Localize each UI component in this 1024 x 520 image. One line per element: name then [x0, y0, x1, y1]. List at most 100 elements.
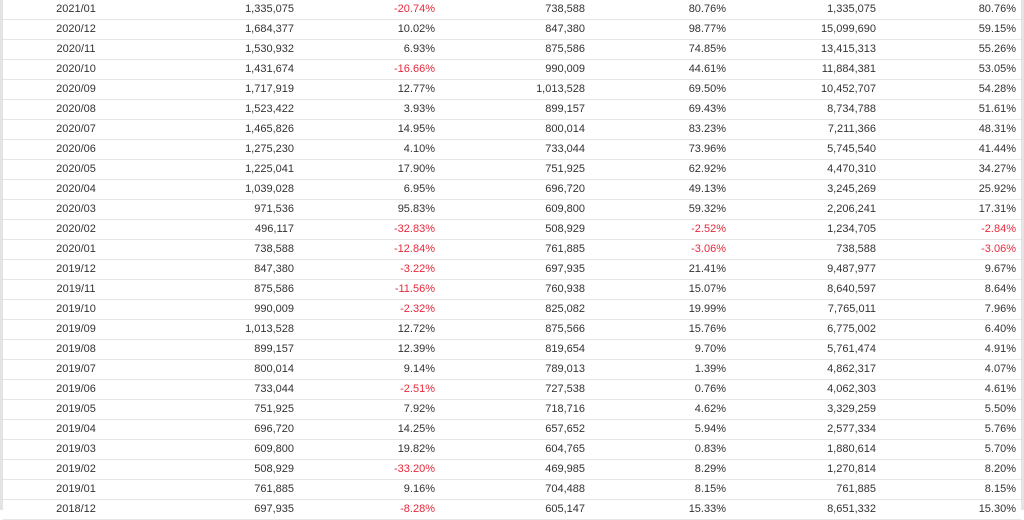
month-cell: 2021/01 [3, 0, 149, 20]
comparison-value-cell: 697,935 [440, 259, 585, 280]
monthly-change-cell: 7.92% [294, 399, 440, 420]
cumulative-value-cell: 3,245,269 [731, 179, 876, 200]
cumulative-value-cell: 5,745,540 [731, 139, 876, 160]
month-cell: 2020/02 [3, 219, 149, 240]
table-row: 2019/11 875,586 -11.56% 760,938 15.07% 8,640,… [3, 279, 1021, 300]
comparison-value-cell: 657,652 [440, 419, 585, 440]
monthly-value-cell: 738,588 [149, 239, 294, 260]
cumulative-change-cell: 4.91% [876, 339, 1021, 360]
table-body: 2021/01 1,335,075 -20.74% 738,588 80.76% 1,33… [3, 0, 1021, 520]
cumulative-value-cell: 4,862,317 [731, 359, 876, 380]
table-row: 2020/08 1,523,422 3.93% 899,157 69.43% 8,734,… [3, 99, 1021, 120]
cumulative-change-cell: 8.64% [876, 279, 1021, 300]
month-cell: 2019/08 [3, 339, 149, 360]
monthly-value-cell: 1,431,674 [149, 59, 294, 80]
comparison-change-cell: 0.76% [585, 379, 731, 400]
month-cell: 2020/04 [3, 179, 149, 200]
comparison-value-cell: 727,538 [440, 379, 585, 400]
month-cell: 2019/04 [3, 419, 149, 440]
monthly-value-cell: 496,117 [149, 219, 294, 240]
cumulative-change-cell: -3.06% [876, 239, 1021, 260]
month-cell: 2019/02 [3, 459, 149, 480]
cumulative-value-cell: 3,329,259 [731, 399, 876, 420]
monthly-change-cell: 95.83% [294, 199, 440, 220]
cumulative-change-cell: 4.07% [876, 359, 1021, 380]
comparison-value-cell: 738,588 [440, 0, 585, 20]
cumulative-change-cell: 54.28% [876, 79, 1021, 100]
table-row: 2019/07 800,014 9.14% 789,013 1.39% 4,862,317… [3, 359, 1021, 380]
table-row: 2021/01 1,335,075 -20.74% 738,588 80.76% 1,33… [3, 0, 1021, 20]
comparison-change-cell: 19.99% [585, 299, 731, 320]
comparison-value-cell: 819,654 [440, 339, 585, 360]
monthly-change-cell: 12.39% [294, 339, 440, 360]
comparison-value-cell: 990,009 [440, 59, 585, 80]
month-cell: 2020/06 [3, 139, 149, 160]
cumulative-change-cell: 51.61% [876, 99, 1021, 120]
comparison-change-cell: 98.77% [585, 19, 731, 40]
table-row: 2020/05 1,225,041 17.90% 751,925 62.92% 4,470… [3, 159, 1021, 180]
monthly-value-cell: 751,925 [149, 399, 294, 420]
monthly-change-cell: 4.10% [294, 139, 440, 160]
comparison-change-cell: -3.06% [585, 239, 731, 260]
cumulative-change-cell: 8.15% [876, 479, 1021, 500]
left-scroll-edge [0, 0, 3, 510]
comparison-value-cell: 875,566 [440, 319, 585, 340]
comparison-change-cell: 69.50% [585, 79, 731, 100]
comparison-change-cell: 0.83% [585, 439, 731, 460]
cumulative-value-cell: 10,452,707 [731, 79, 876, 100]
comparison-value-cell: 718,716 [440, 399, 585, 420]
comparison-change-cell: 69.43% [585, 99, 731, 120]
monthly-value-cell: 971,536 [149, 199, 294, 220]
comparison-value-cell: 760,938 [440, 279, 585, 300]
comparison-change-cell: 4.62% [585, 399, 731, 420]
table-row: 2019/09 1,013,528 12.72% 875,566 15.76% 6,775… [3, 319, 1021, 340]
monthly-value-cell: 761,885 [149, 479, 294, 500]
comparison-change-cell: 73.96% [585, 139, 731, 160]
monthly-change-cell: 6.95% [294, 179, 440, 200]
comparison-change-cell: 62.92% [585, 159, 731, 180]
cumulative-value-cell: 4,470,310 [731, 159, 876, 180]
monthly-change-cell: -20.74% [294, 0, 440, 20]
month-cell: 2019/05 [3, 399, 149, 420]
monthly-value-cell: 1,684,377 [149, 19, 294, 40]
month-cell: 2019/01 [3, 479, 149, 500]
cumulative-value-cell: 2,206,241 [731, 199, 876, 220]
monthly-value-cell: 1,523,422 [149, 99, 294, 120]
comparison-change-cell: 5.94% [585, 419, 731, 440]
table-row: 2020/04 1,039,028 6.95% 696,720 49.13% 3,245,… [3, 179, 1021, 200]
monthly-change-cell: 14.25% [294, 419, 440, 440]
cumulative-change-cell: 80.76% [876, 0, 1021, 20]
cumulative-change-cell: 5.76% [876, 419, 1021, 440]
comparison-change-cell: 21.41% [585, 259, 731, 280]
table-row: 2019/12 847,380 -3.22% 697,935 21.41% 9,487,9… [3, 259, 1021, 280]
comparison-value-cell: 751,925 [440, 159, 585, 180]
table-row: 2020/11 1,530,932 6.93% 875,586 74.85% 13,415… [3, 39, 1021, 60]
comparison-value-cell: 704,488 [440, 479, 585, 500]
comparison-value-cell: 508,929 [440, 219, 585, 240]
cumulative-change-cell: 53.05% [876, 59, 1021, 80]
monthly-value-cell: 1,013,528 [149, 319, 294, 340]
cumulative-value-cell: 13,415,313 [731, 39, 876, 60]
comparison-value-cell: 469,985 [440, 459, 585, 480]
month-cell: 2020/08 [3, 99, 149, 120]
monthly-change-cell: -2.32% [294, 299, 440, 320]
table-row: 2019/08 899,157 12.39% 819,654 9.70% 5,761,47… [3, 339, 1021, 360]
monthly-change-cell: 12.72% [294, 319, 440, 340]
cumulative-value-cell: 9,487,977 [731, 259, 876, 280]
cumulative-value-cell: 761,885 [731, 479, 876, 500]
cumulative-change-cell: 55.26% [876, 39, 1021, 60]
table-row: 2020/12 1,684,377 10.02% 847,380 98.77% 15,09… [3, 19, 1021, 40]
cumulative-change-cell: 48.31% [876, 119, 1021, 140]
monthly-value-cell: 1,225,041 [149, 159, 294, 180]
comparison-value-cell: 696,720 [440, 179, 585, 200]
monthly-value-cell: 875,586 [149, 279, 294, 300]
monthly-change-cell: -2.51% [294, 379, 440, 400]
cumulative-value-cell: 1,270,814 [731, 459, 876, 480]
table-row: 2020/01 738,588 -12.84% 761,885 -3.06% 738,58… [3, 239, 1021, 260]
comparison-change-cell: 44.61% [585, 59, 731, 80]
month-cell: 2019/09 [3, 319, 149, 340]
comparison-change-cell: 80.76% [585, 0, 731, 20]
comparison-change-cell: 15.07% [585, 279, 731, 300]
month-cell: 2020/03 [3, 199, 149, 220]
table-row: 2020/07 1,465,826 14.95% 800,014 83.23% 7,211… [3, 119, 1021, 140]
